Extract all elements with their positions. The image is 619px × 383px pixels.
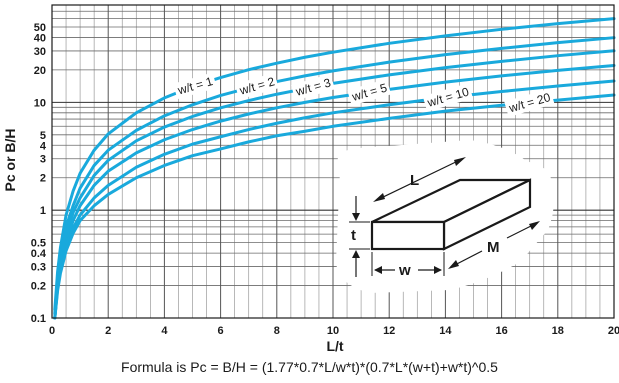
x-tick-labels: 0 2 4 6 8 10 12 14 16 18 20 — [49, 325, 619, 337]
y-tick-label: 0.5 — [31, 238, 46, 250]
x-tick-label: 4 — [161, 325, 168, 337]
plot-frame — [51, 4, 615, 319]
y-tick-label: 20 — [34, 65, 46, 77]
series-line-4 — [53, 63, 616, 320]
thickness-arrow-top-head — [352, 213, 360, 221]
y-tick-label: 0.3 — [31, 262, 46, 274]
x-tick-label: 2 — [105, 325, 111, 337]
length-arrow-head-end — [454, 157, 466, 166]
width-arrow-right-head — [434, 266, 442, 274]
length-arrow-head-start — [373, 193, 385, 202]
y-tick-label: 10 — [34, 97, 46, 109]
magnetization-label: M — [487, 239, 500, 256]
y-tick-label: 30 — [34, 46, 46, 58]
series-label-bg-1 — [173, 72, 217, 100]
series-layer — [53, 17, 616, 320]
series-label-bg-5 — [422, 83, 474, 112]
x-tick-label: 14 — [439, 325, 452, 337]
magnet-diagram: L t w M — [336, 140, 554, 293]
x-tick-label: 8 — [274, 325, 280, 337]
x-axis-title: L/t — [326, 338, 343, 354]
width-arrow-left-head — [374, 266, 382, 274]
y-tick-label: 50 — [34, 22, 46, 34]
y-tick-label: 2 — [40, 173, 46, 185]
x-tick-label: 6 — [218, 325, 224, 337]
block-front-face — [370, 220, 446, 251]
width-label: w — [398, 262, 411, 279]
x-tick-label: 10 — [327, 325, 339, 337]
magnetization-arrow-upper-head — [529, 221, 540, 230]
length-label: L — [410, 172, 419, 189]
y-tick-label: 3 — [40, 154, 46, 166]
series-label-bg-6 — [504, 88, 555, 118]
length-arrow-line — [376, 158, 463, 201]
series-line-3 — [53, 49, 616, 320]
y-axis-title: Pc or B/H — [2, 128, 18, 191]
x-tick-label: 20 — [608, 325, 619, 337]
thickness-arrow-bottom-head — [352, 250, 360, 258]
y-tick-label: 40 — [34, 32, 46, 44]
y-tick-label: 4 — [40, 140, 47, 152]
y-tick-label: 5 — [40, 130, 46, 142]
series-label-bg-4 — [347, 78, 392, 106]
thickness-label: t — [351, 227, 356, 244]
y-tick-label: 0.4 — [31, 248, 47, 260]
y-tick-label: 0.2 — [31, 281, 46, 293]
x-tick-label: 12 — [383, 325, 395, 337]
x-tick-label: 16 — [495, 325, 507, 337]
y-tick-label: 0.1 — [31, 313, 46, 325]
series-label-bg-2 — [234, 72, 279, 100]
series-line-6 — [53, 93, 616, 320]
formula-caption: Formula is Pc = B/H = (1.77*0.7*L/w*t)*(… — [121, 359, 498, 375]
x-tick-label: 18 — [552, 325, 564, 337]
x-tick-label: 0 — [49, 325, 55, 337]
series-label-bg-3 — [291, 73, 335, 101]
series-label-5: w/t = 10 — [425, 85, 471, 110]
y-tick-label: 1 — [40, 205, 46, 217]
series-line-2 — [53, 36, 616, 316]
magnetization-arrow-lower-head — [448, 260, 459, 269]
